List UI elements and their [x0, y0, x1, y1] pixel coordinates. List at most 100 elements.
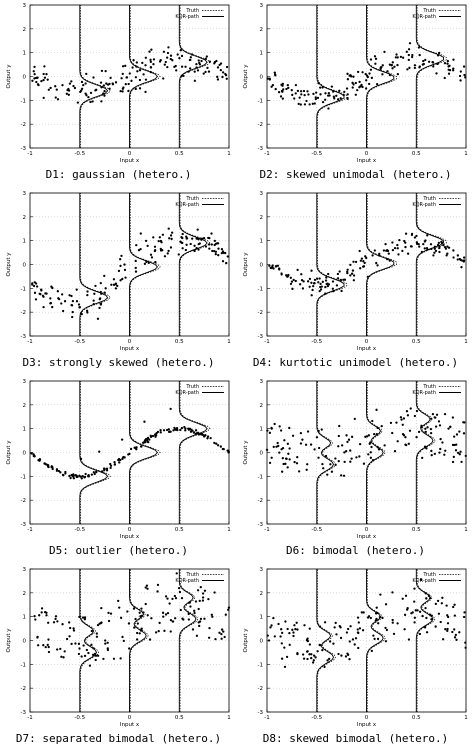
data-point: [150, 48, 153, 51]
data-point: [99, 622, 103, 625]
data-point: [304, 443, 308, 446]
data-point: [117, 599, 120, 603]
y-tick-label: -1: [258, 662, 263, 668]
data-point: [441, 596, 444, 599]
kqr-density-path: [366, 569, 384, 712]
data-point: [445, 604, 448, 607]
data-point: [327, 283, 331, 286]
y-tick-label: 1: [260, 239, 264, 245]
data-point: [79, 90, 82, 94]
data-point: [321, 280, 324, 283]
data-point: [47, 464, 50, 467]
data-point: [375, 261, 378, 265]
data-point: [375, 408, 378, 411]
kqr-density-path: [178, 569, 197, 712]
data-point: [458, 430, 461, 433]
data-point: [300, 279, 304, 282]
data-point: [36, 76, 39, 79]
data-point: [143, 420, 146, 423]
data-point: [124, 64, 127, 67]
data-point: [274, 87, 277, 91]
data-point: [319, 288, 323, 291]
data-point: [135, 631, 139, 635]
data-point: [85, 72, 88, 76]
data-point: [405, 410, 409, 413]
data-point: [334, 457, 337, 460]
data-point: [268, 461, 272, 465]
data-point: [116, 284, 119, 288]
data-point: [181, 241, 184, 245]
data-point: [40, 607, 44, 610]
data-point: [74, 473, 77, 477]
data-point: [109, 466, 112, 469]
data-point: [225, 77, 228, 80]
data-point: [191, 628, 195, 631]
data-point: [369, 451, 372, 454]
data-point: [406, 414, 410, 417]
data-point: [274, 74, 277, 77]
data-point: [279, 429, 283, 432]
data-point: [285, 655, 289, 659]
data-point: [95, 88, 98, 91]
data-point: [299, 90, 303, 93]
data-point: [175, 69, 178, 72]
data-point: [431, 61, 435, 64]
data-point: [151, 434, 155, 438]
data-point: [201, 596, 205, 599]
data-point: [104, 287, 107, 290]
data-point: [415, 409, 419, 413]
data-point: [220, 637, 223, 640]
y-tick-label: 2: [23, 215, 27, 221]
data-point: [37, 83, 40, 87]
data-point: [459, 70, 462, 73]
data-point: [452, 605, 455, 609]
data-point: [306, 90, 309, 93]
data-point: [146, 614, 149, 617]
data-point: [438, 451, 441, 454]
data-point: [319, 86, 322, 89]
data-point: [203, 435, 206, 438]
data-point: [300, 93, 303, 96]
data-point: [313, 448, 316, 451]
data-point: [91, 100, 94, 103]
data-point: [86, 311, 89, 314]
data-point: [99, 297, 102, 300]
data-point: [382, 249, 386, 252]
data-point: [206, 435, 210, 438]
data-point: [188, 67, 192, 70]
data-point: [77, 642, 81, 645]
data-point: [302, 657, 306, 660]
data-point: [299, 431, 303, 435]
y-tick-label: 3: [23, 379, 27, 385]
data-point: [145, 584, 149, 587]
data-point: [351, 638, 355, 641]
data-point: [294, 627, 297, 631]
y-tick-label: 0: [260, 75, 264, 81]
data-point: [77, 652, 81, 656]
data-point: [179, 428, 182, 432]
data-point: [284, 620, 287, 623]
x-tick-label: 1: [464, 715, 468, 721]
data-point: [69, 626, 72, 630]
data-point: [415, 435, 418, 439]
data-point: [42, 78, 45, 82]
kqr-density-path: [79, 193, 109, 336]
data-point: [435, 72, 438, 75]
y-tick-label: 2: [260, 215, 264, 221]
y-tick-label: -3: [21, 710, 27, 716]
data-point: [463, 421, 466, 424]
data-point: [54, 617, 57, 621]
data-point: [384, 243, 387, 246]
y-tick-label: -2: [21, 686, 26, 692]
data-point: [332, 95, 336, 98]
data-point: [270, 266, 273, 270]
y-tick-label: -3: [258, 334, 264, 340]
data-point: [149, 60, 152, 64]
data-point: [206, 66, 209, 70]
data-point: [163, 629, 166, 632]
data-point: [211, 249, 214, 253]
data-point: [446, 59, 449, 63]
data-point: [373, 637, 376, 641]
data-point: [121, 277, 124, 281]
